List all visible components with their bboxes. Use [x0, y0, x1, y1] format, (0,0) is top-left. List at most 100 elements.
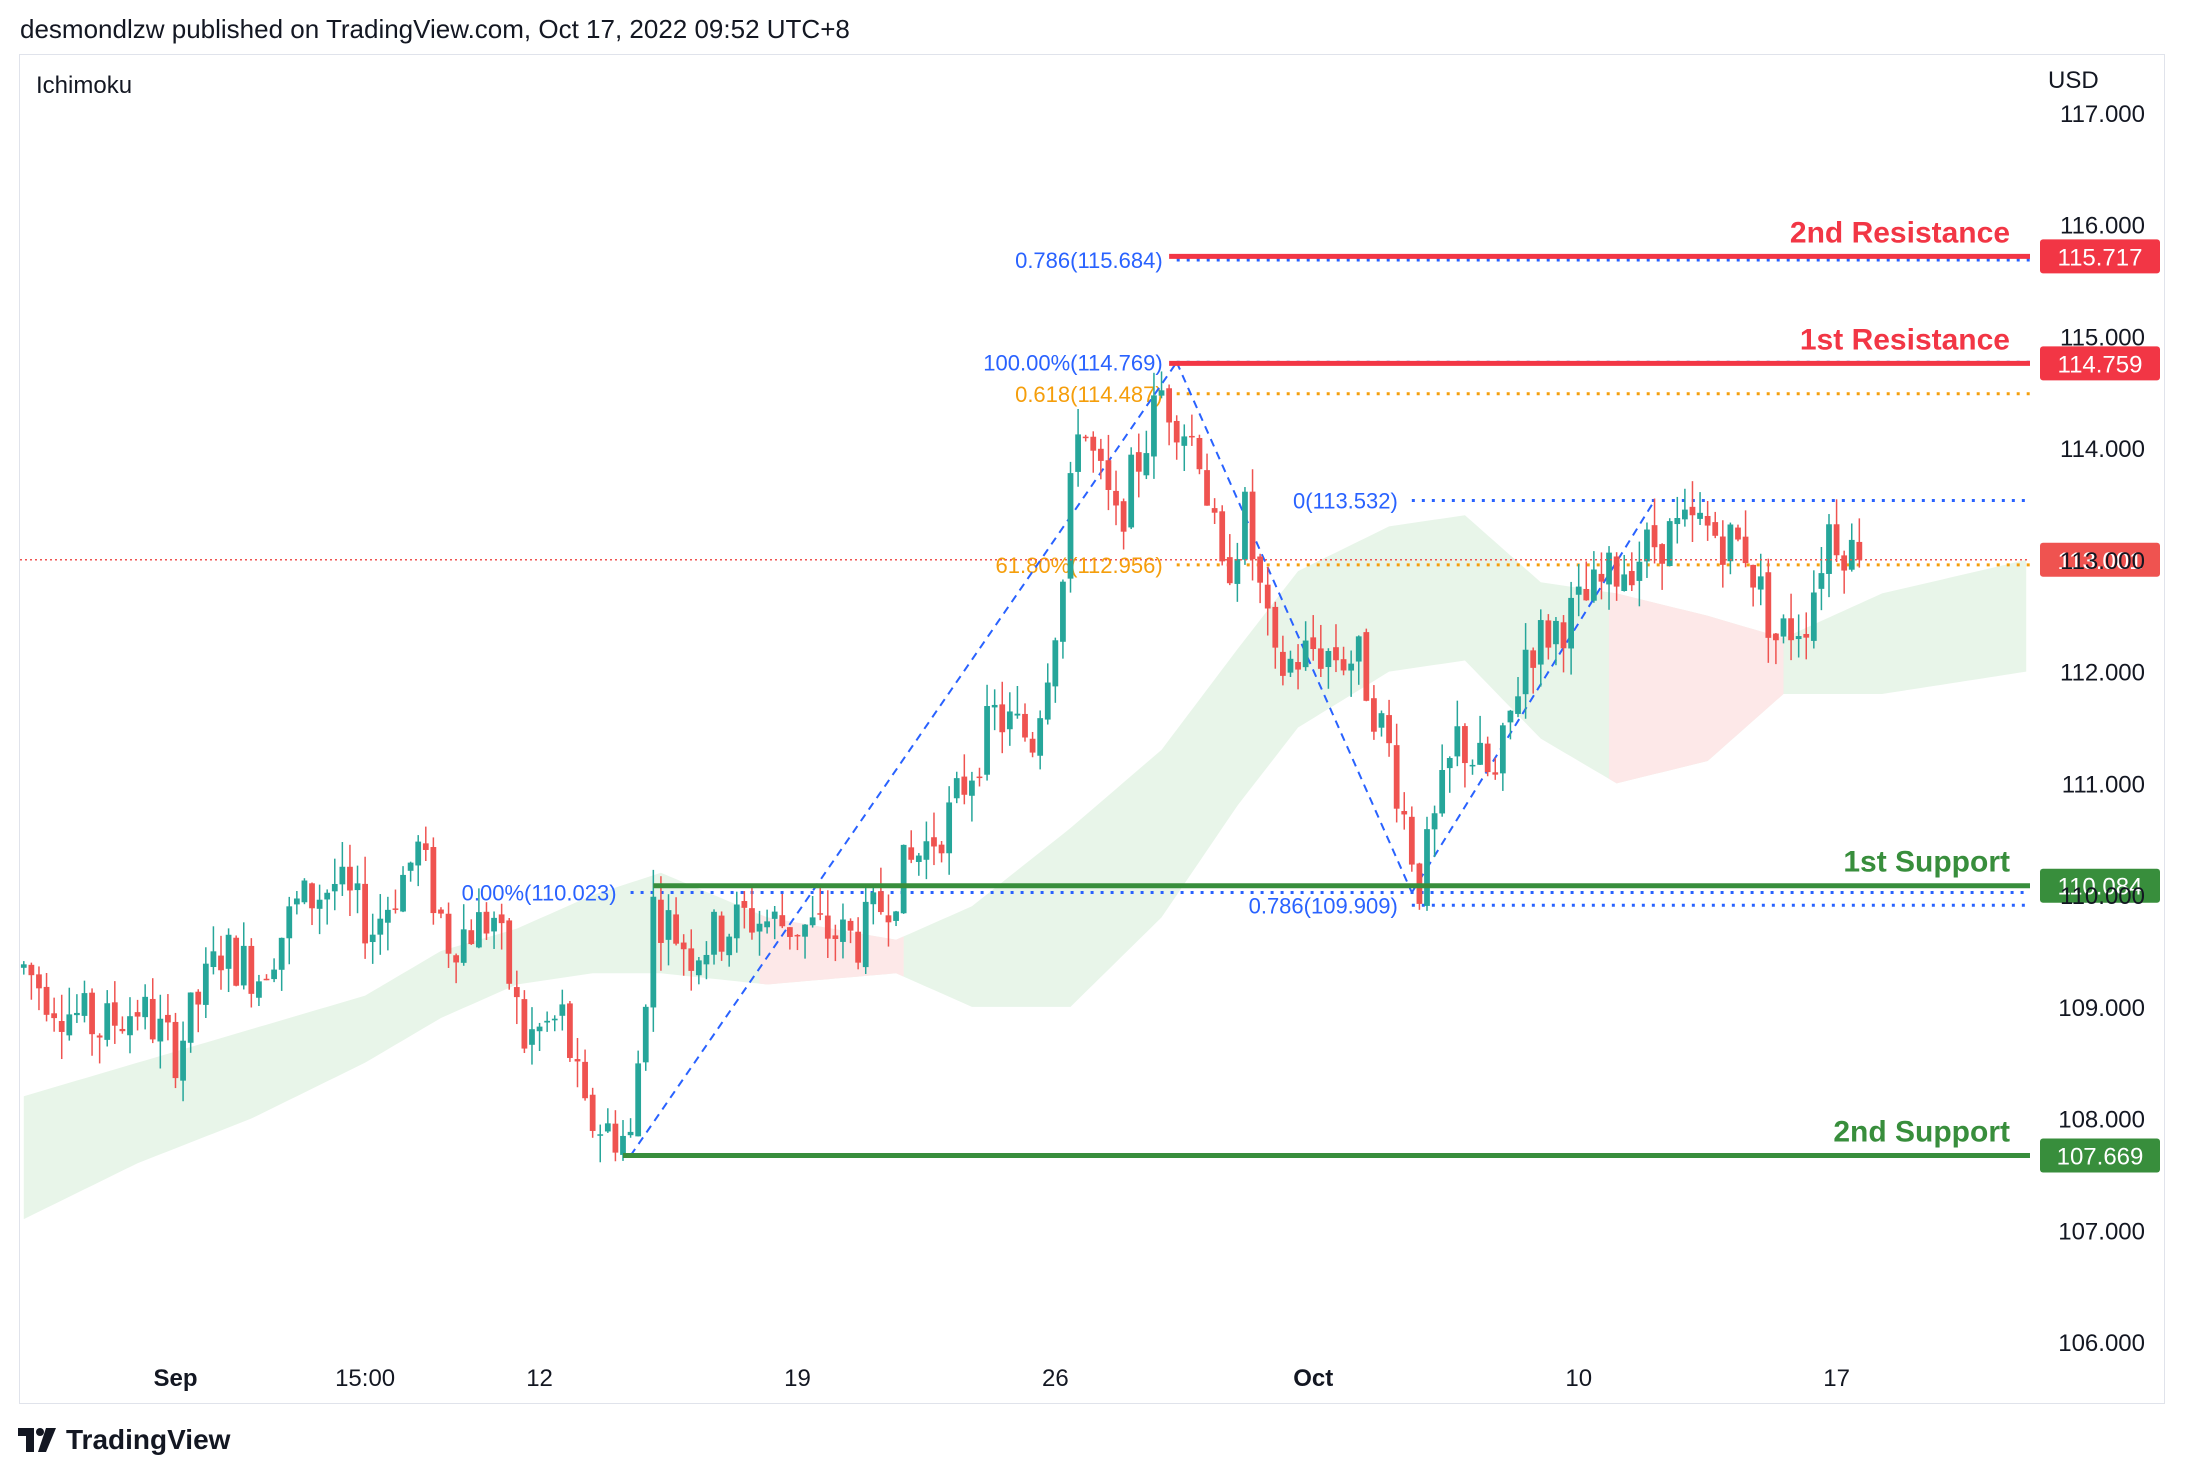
candle-body: [1378, 713, 1385, 728]
candle-body: [187, 992, 194, 1043]
candle-body: [1575, 586, 1582, 595]
candle-body: [1735, 527, 1741, 540]
candle-body: [946, 802, 953, 854]
fibonacci-layer: 0.786(115.684) 100.00%(114.769) 0.618(114.…: [462, 248, 2030, 918]
candle-body: [900, 844, 907, 914]
candle-body: [1553, 620, 1559, 645]
candle-body: [1242, 491, 1248, 560]
y-tick-label: 112.000: [2060, 660, 2145, 687]
candle-body: [832, 935, 839, 939]
candles-layer: [20, 371, 1863, 1163]
candle-body: [824, 915, 831, 939]
candle-body: [392, 908, 399, 910]
zigzag-line: [1175, 361, 1413, 893]
candle-body: [999, 704, 1006, 733]
x-tick-label: 19: [784, 1365, 811, 1392]
y-tick-label: 115.000: [2060, 324, 2145, 351]
candle-body: [331, 883, 338, 892]
candle-body: [1742, 536, 1749, 564]
candle-body: [28, 964, 35, 976]
candle-body: [1727, 524, 1734, 562]
level-price-tag: [2040, 868, 2160, 903]
level-price-tag-text: 114.759: [2058, 351, 2143, 378]
candle-body: [1014, 713, 1021, 716]
candle-body: [1757, 576, 1764, 590]
x-tick-label: Oct: [1293, 1365, 1333, 1392]
candle-body: [1105, 460, 1112, 490]
candle-body: [1469, 764, 1476, 767]
candle-body: [847, 920, 854, 931]
x-tick-label: 10: [1565, 1365, 1592, 1392]
candle-body: [756, 923, 763, 932]
candle-body: [210, 951, 217, 968]
candle-body: [81, 993, 88, 1016]
candle-body: [1613, 556, 1620, 587]
candle-body: [1234, 559, 1241, 584]
candle-body: [597, 1134, 604, 1136]
candle-body: [1628, 570, 1635, 586]
level-price-tag-text: 110.084: [2058, 874, 2143, 901]
candle-body: [1317, 648, 1324, 669]
tradingview-logo-icon: [18, 1428, 56, 1452]
candle-body: [1712, 522, 1719, 536]
axes-layer: 117.000 116.000 115.000 114.000 113.000 112.0…: [153, 101, 2145, 1392]
candle-body: [377, 918, 384, 935]
candle-body: [1090, 436, 1097, 451]
candle-body: [127, 1016, 133, 1036]
candle-body: [1537, 620, 1544, 665]
candle-body: [1166, 388, 1172, 423]
candle-body: [324, 892, 331, 900]
candle-body: [316, 899, 323, 909]
candle-body: [582, 1061, 588, 1099]
candle-body: [491, 917, 497, 932]
candle-body: [1204, 470, 1210, 506]
candle-body: [771, 911, 778, 919]
candle-body: [604, 1123, 611, 1132]
footer-logo[interactable]: TradingView: [18, 1424, 230, 1456]
ichimoku-cloud-bearish: [1609, 592, 1784, 784]
candle-body: [620, 1135, 626, 1155]
candle-body: [688, 948, 695, 971]
candle-body: [1082, 436, 1089, 439]
candle-body: [612, 1123, 619, 1153]
candle-body: [1492, 772, 1499, 775]
candle-body: [529, 1029, 535, 1045]
candle-body: [1674, 518, 1681, 525]
candle-body: [1022, 713, 1028, 738]
candle-body: [1295, 662, 1301, 670]
candle-body: [786, 927, 793, 937]
candle-body: [1826, 524, 1832, 574]
fib-level-label: 100.00%(114.769): [983, 350, 1162, 375]
candle-body: [1462, 726, 1468, 764]
candle-body: [878, 891, 884, 913]
y-tick-label: 110.000: [2060, 883, 2145, 910]
x-tick-label: 17: [1823, 1365, 1850, 1392]
candle-body: [1120, 501, 1127, 532]
y-tick-label: 113.000: [2060, 548, 2145, 575]
candle-body: [1636, 561, 1643, 581]
candle-body: [794, 934, 801, 937]
candle-body: [718, 915, 725, 952]
candle-body: [1348, 663, 1355, 671]
candle-body: [1340, 659, 1347, 671]
candle-body: [764, 921, 770, 928]
candle-body: [1355, 636, 1362, 662]
indicator-label: Ichimoku: [36, 72, 132, 99]
candle-body: [202, 963, 209, 1005]
candle-body: [1522, 649, 1529, 695]
candle-body: [1515, 696, 1521, 714]
ichimoku-cloud-bullish: [23, 515, 2027, 1220]
candle-body: [1211, 508, 1218, 513]
candle-body: [195, 991, 202, 1005]
candle-body: [711, 911, 717, 955]
candle-body: [1484, 743, 1491, 773]
candle-body: [1765, 572, 1772, 638]
x-tick-label: 12: [526, 1365, 553, 1392]
level-price-tag-text: 107.669: [2057, 1144, 2144, 1171]
candle-body: [1788, 618, 1794, 641]
y-tick-label: 114.000: [2060, 436, 2145, 463]
candle-body: [384, 909, 391, 923]
candle-body: [1841, 555, 1848, 571]
candle-body: [984, 706, 990, 775]
